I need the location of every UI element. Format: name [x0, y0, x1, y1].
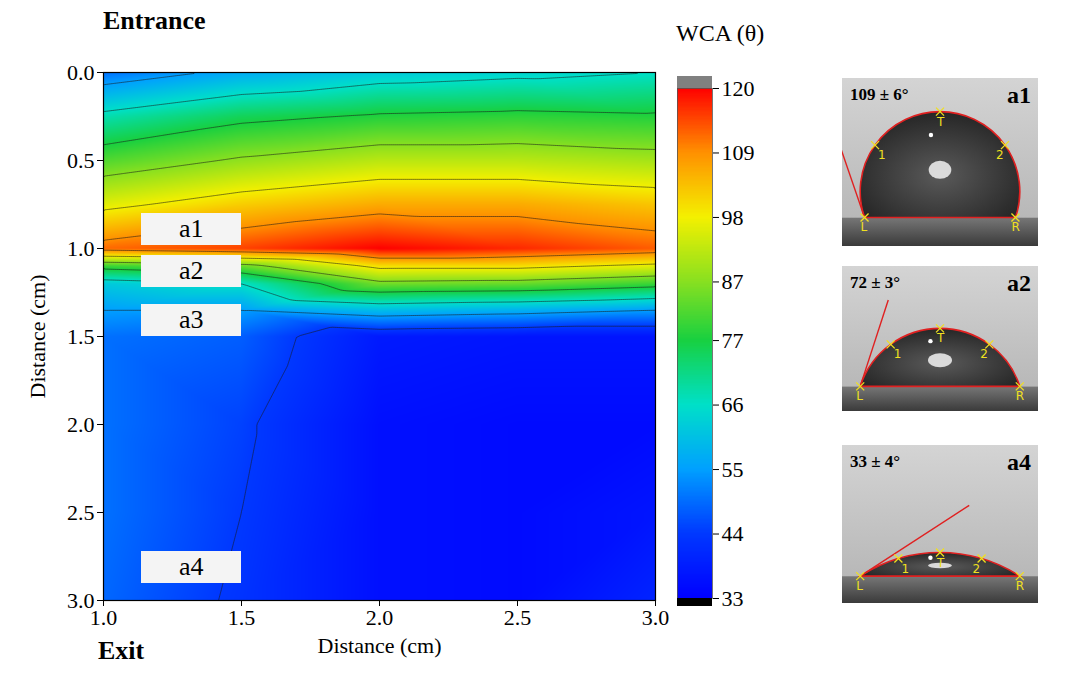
svg-text:a1: a1	[1007, 82, 1031, 108]
svg-text:L: L	[856, 389, 863, 403]
svg-text:L: L	[861, 220, 868, 234]
svg-text:R: R	[1011, 220, 1019, 234]
html-text:Exit: Exit	[98, 636, 145, 665]
svg-text:2: 2	[980, 347, 988, 361]
svg-text:77: 77	[722, 328, 744, 353]
svg-text:Distance (cm): Distance (cm)	[318, 633, 442, 658]
svg-text:72 ± 3°: 72 ± 3°	[850, 273, 900, 292]
html-text:a4: a4	[179, 551, 204, 581]
svg-text:1.5: 1.5	[228, 605, 256, 630]
svg-text:120: 120	[722, 76, 755, 101]
svg-text:2.5: 2.5	[67, 500, 95, 525]
svg-text:Distance (cm): Distance (cm)	[25, 275, 50, 399]
svg-text:3.0: 3.0	[67, 587, 95, 613]
html-text:a3: a3	[179, 305, 204, 335]
svg-text:1: 1	[901, 562, 909, 576]
svg-text:33 ± 4°: 33 ± 4°	[850, 452, 900, 471]
svg-text:44: 44	[722, 521, 744, 546]
svg-text:0.0: 0.0	[67, 60, 95, 85]
html-text:a1: a1	[179, 213, 204, 243]
svg-text:2.0: 2.0	[67, 412, 95, 437]
svg-text:R: R	[1016, 579, 1024, 593]
svg-text:2: 2	[996, 148, 1004, 162]
svg-text:1.5: 1.5	[67, 324, 95, 349]
svg-text:66: 66	[722, 392, 744, 417]
svg-text:a2: a2	[1007, 270, 1031, 296]
svg-text:1.0: 1.0	[67, 236, 95, 261]
svg-text:L: L	[856, 579, 863, 593]
svg-text:1.0: 1.0	[90, 605, 118, 630]
svg-text:87: 87	[722, 269, 744, 294]
svg-text:98: 98	[722, 205, 744, 230]
svg-text:109: 109	[722, 140, 755, 165]
svg-text:2.5: 2.5	[504, 605, 532, 630]
svg-text:33: 33	[722, 586, 744, 611]
svg-text:T: T	[936, 556, 945, 570]
svg-text:109 ± 6°: 109 ± 6°	[850, 85, 909, 104]
svg-text:R: R	[1016, 389, 1024, 403]
html-text:a2: a2	[179, 255, 204, 285]
svg-text:2.0: 2.0	[366, 605, 394, 630]
svg-text:3.0: 3.0	[642, 605, 670, 630]
svg-text:55: 55	[722, 457, 744, 482]
svg-text:0.5: 0.5	[67, 148, 95, 173]
svg-text:2: 2	[973, 562, 981, 576]
svg-text:T: T	[936, 115, 945, 129]
html-text:WCA (θ): WCA (θ)	[676, 20, 765, 46]
svg-text:1: 1	[878, 148, 886, 162]
html-text:Entrance: Entrance	[103, 6, 206, 35]
svg-text:a4: a4	[1007, 449, 1031, 475]
svg-text:1: 1	[894, 347, 902, 361]
svg-text:T: T	[936, 331, 945, 345]
